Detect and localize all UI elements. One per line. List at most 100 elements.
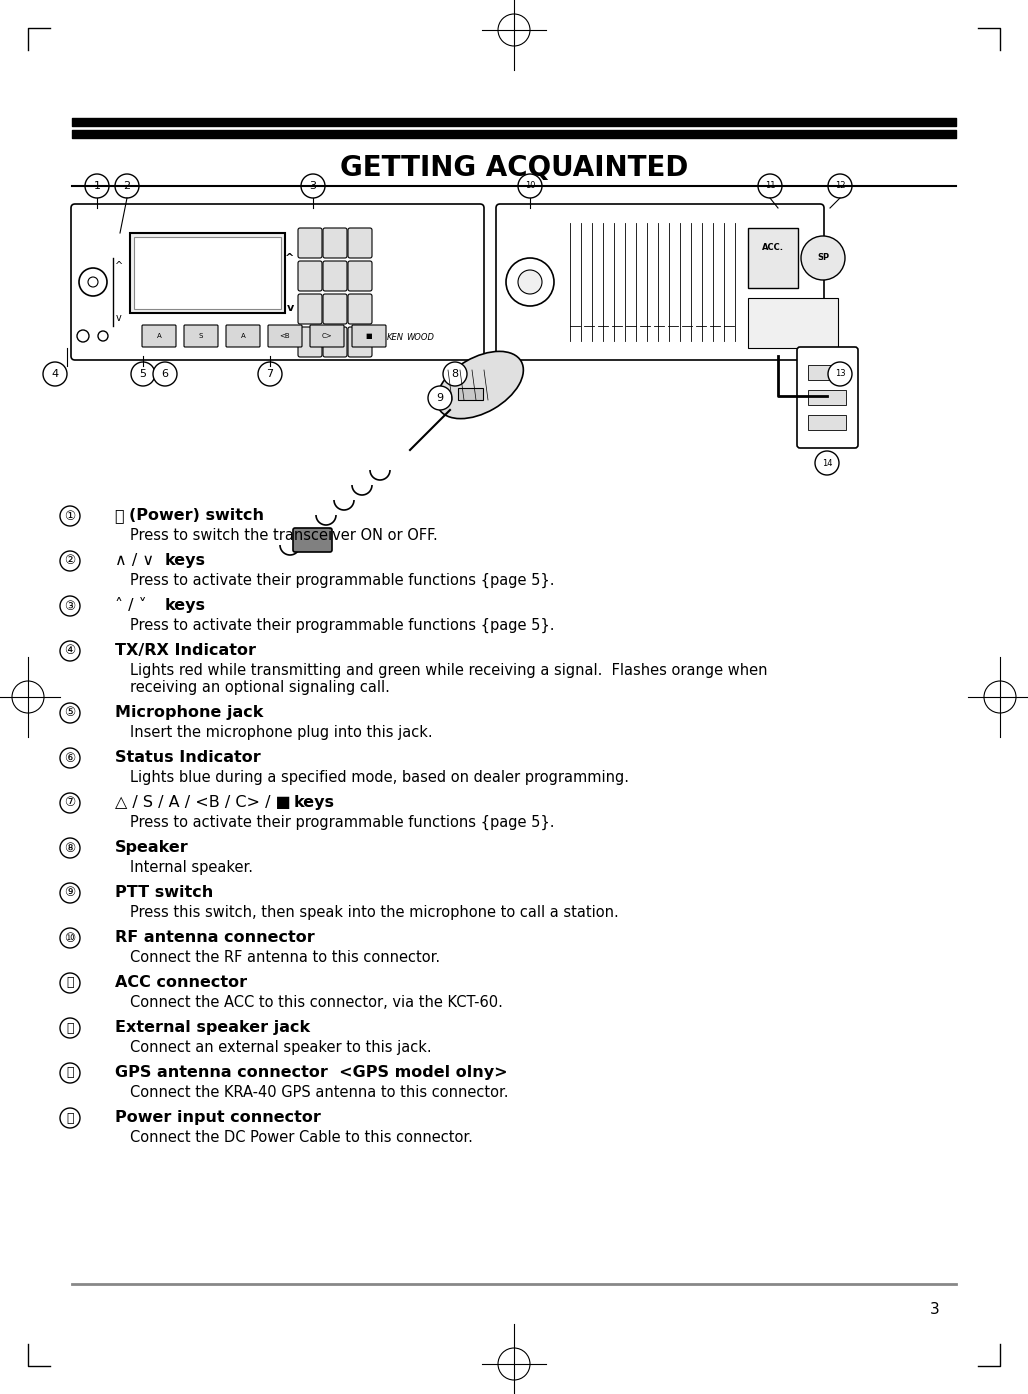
Text: 1: 1 <box>94 181 101 191</box>
Text: Power input connector: Power input connector <box>115 1110 321 1125</box>
FancyBboxPatch shape <box>184 325 218 347</box>
Bar <box>808 415 846 429</box>
Text: receiving an optional signaling call.: receiving an optional signaling call. <box>130 680 390 696</box>
Text: ∧ / ∨: ∧ / ∨ <box>115 553 164 567</box>
Text: 5: 5 <box>140 369 147 379</box>
Circle shape <box>518 174 542 198</box>
Circle shape <box>60 1108 80 1128</box>
Circle shape <box>131 362 155 386</box>
Text: ^: ^ <box>286 252 295 263</box>
Text: ⑭: ⑭ <box>66 1111 74 1125</box>
Circle shape <box>258 362 282 386</box>
Text: ⑪: ⑪ <box>66 977 74 990</box>
Text: Internal speaker.: Internal speaker. <box>130 860 253 875</box>
Text: ③: ③ <box>65 599 76 612</box>
Bar <box>808 390 846 406</box>
Text: ④: ④ <box>65 644 76 658</box>
Circle shape <box>828 362 852 386</box>
Text: ⑬: ⑬ <box>66 1066 74 1079</box>
Text: 8: 8 <box>451 369 458 379</box>
Circle shape <box>60 1064 80 1083</box>
Circle shape <box>815 452 839 475</box>
Text: Press this switch, then speak into the microphone to call a station.: Press this switch, then speak into the m… <box>130 905 619 920</box>
Circle shape <box>153 362 177 386</box>
Circle shape <box>60 838 80 857</box>
Bar <box>748 229 798 289</box>
Circle shape <box>518 270 542 294</box>
Text: 9: 9 <box>437 393 443 403</box>
Circle shape <box>98 330 108 342</box>
Text: 6: 6 <box>161 369 169 379</box>
Circle shape <box>60 551 80 572</box>
Circle shape <box>60 597 80 616</box>
Text: ⑨: ⑨ <box>65 887 76 899</box>
Circle shape <box>801 236 845 280</box>
FancyBboxPatch shape <box>348 294 372 323</box>
Text: △ / S / A / <B / C> / ■: △ / S / A / <B / C> / ■ <box>115 795 301 810</box>
FancyBboxPatch shape <box>323 294 347 323</box>
Text: Press to switch the transceiver ON or OFF.: Press to switch the transceiver ON or OF… <box>130 528 438 544</box>
FancyBboxPatch shape <box>268 325 302 347</box>
Ellipse shape <box>437 351 523 418</box>
Text: v: v <box>116 314 122 323</box>
Text: C>: C> <box>322 333 332 339</box>
Text: ⑫: ⑫ <box>66 1022 74 1034</box>
Text: 13: 13 <box>835 369 845 379</box>
Text: ACC connector: ACC connector <box>115 974 247 990</box>
Circle shape <box>506 258 554 307</box>
Text: GETTING ACQUAINTED: GETTING ACQUAINTED <box>340 153 688 183</box>
FancyBboxPatch shape <box>226 325 260 347</box>
Text: 10: 10 <box>524 181 536 191</box>
Text: 3: 3 <box>309 181 317 191</box>
Text: (Power) switch: (Power) switch <box>130 507 264 523</box>
FancyBboxPatch shape <box>352 325 386 347</box>
Circle shape <box>79 268 107 296</box>
FancyBboxPatch shape <box>323 328 347 357</box>
Circle shape <box>88 277 98 287</box>
Text: Speaker: Speaker <box>115 841 189 855</box>
Text: ⏻: ⏻ <box>115 507 130 523</box>
Circle shape <box>60 793 80 813</box>
Text: Press to activate their programmable functions {page 5}.: Press to activate their programmable fun… <box>130 815 554 831</box>
Text: ⑦: ⑦ <box>65 796 76 810</box>
Text: 4: 4 <box>51 369 59 379</box>
Text: ˄ / ˅: ˄ / ˅ <box>115 598 157 613</box>
Text: v: v <box>287 302 294 314</box>
Text: A: A <box>241 333 246 339</box>
Text: Lights blue during a specified mode, based on dealer programming.: Lights blue during a specified mode, bas… <box>130 769 629 785</box>
Text: 2: 2 <box>123 181 131 191</box>
Text: Press to activate their programmable functions {page 5}.: Press to activate their programmable fun… <box>130 618 554 633</box>
FancyBboxPatch shape <box>797 347 858 447</box>
Text: Connect the ACC to this connector, via the KCT-60.: Connect the ACC to this connector, via t… <box>130 995 503 1011</box>
FancyBboxPatch shape <box>310 325 344 347</box>
Text: 12: 12 <box>835 181 845 191</box>
Text: Connect an external speaker to this jack.: Connect an external speaker to this jack… <box>130 1040 432 1055</box>
Text: keys: keys <box>164 598 206 613</box>
FancyBboxPatch shape <box>495 204 824 360</box>
FancyBboxPatch shape <box>71 204 484 360</box>
Text: keys: keys <box>164 553 206 567</box>
Circle shape <box>828 174 852 198</box>
Text: 11: 11 <box>765 181 775 191</box>
Circle shape <box>60 641 80 661</box>
Bar <box>130 233 285 314</box>
Text: 7: 7 <box>266 369 273 379</box>
FancyBboxPatch shape <box>142 325 176 347</box>
Text: ACC.: ACC. <box>762 244 784 252</box>
Circle shape <box>758 174 782 198</box>
Text: 3: 3 <box>930 1302 940 1317</box>
Text: RF antenna connector: RF antenna connector <box>115 930 315 945</box>
Text: Connect the RF antenna to this connector.: Connect the RF antenna to this connector… <box>130 949 440 965</box>
Text: ⑩: ⑩ <box>65 931 76 945</box>
Text: ②: ② <box>65 555 76 567</box>
Circle shape <box>60 928 80 948</box>
Text: <B: <B <box>280 333 290 339</box>
Bar <box>134 237 281 309</box>
Circle shape <box>443 362 467 386</box>
Circle shape <box>60 506 80 526</box>
FancyBboxPatch shape <box>323 261 347 291</box>
Text: ①: ① <box>65 509 76 523</box>
Circle shape <box>77 330 89 342</box>
Text: ⑧: ⑧ <box>65 842 76 855</box>
FancyBboxPatch shape <box>293 528 332 552</box>
